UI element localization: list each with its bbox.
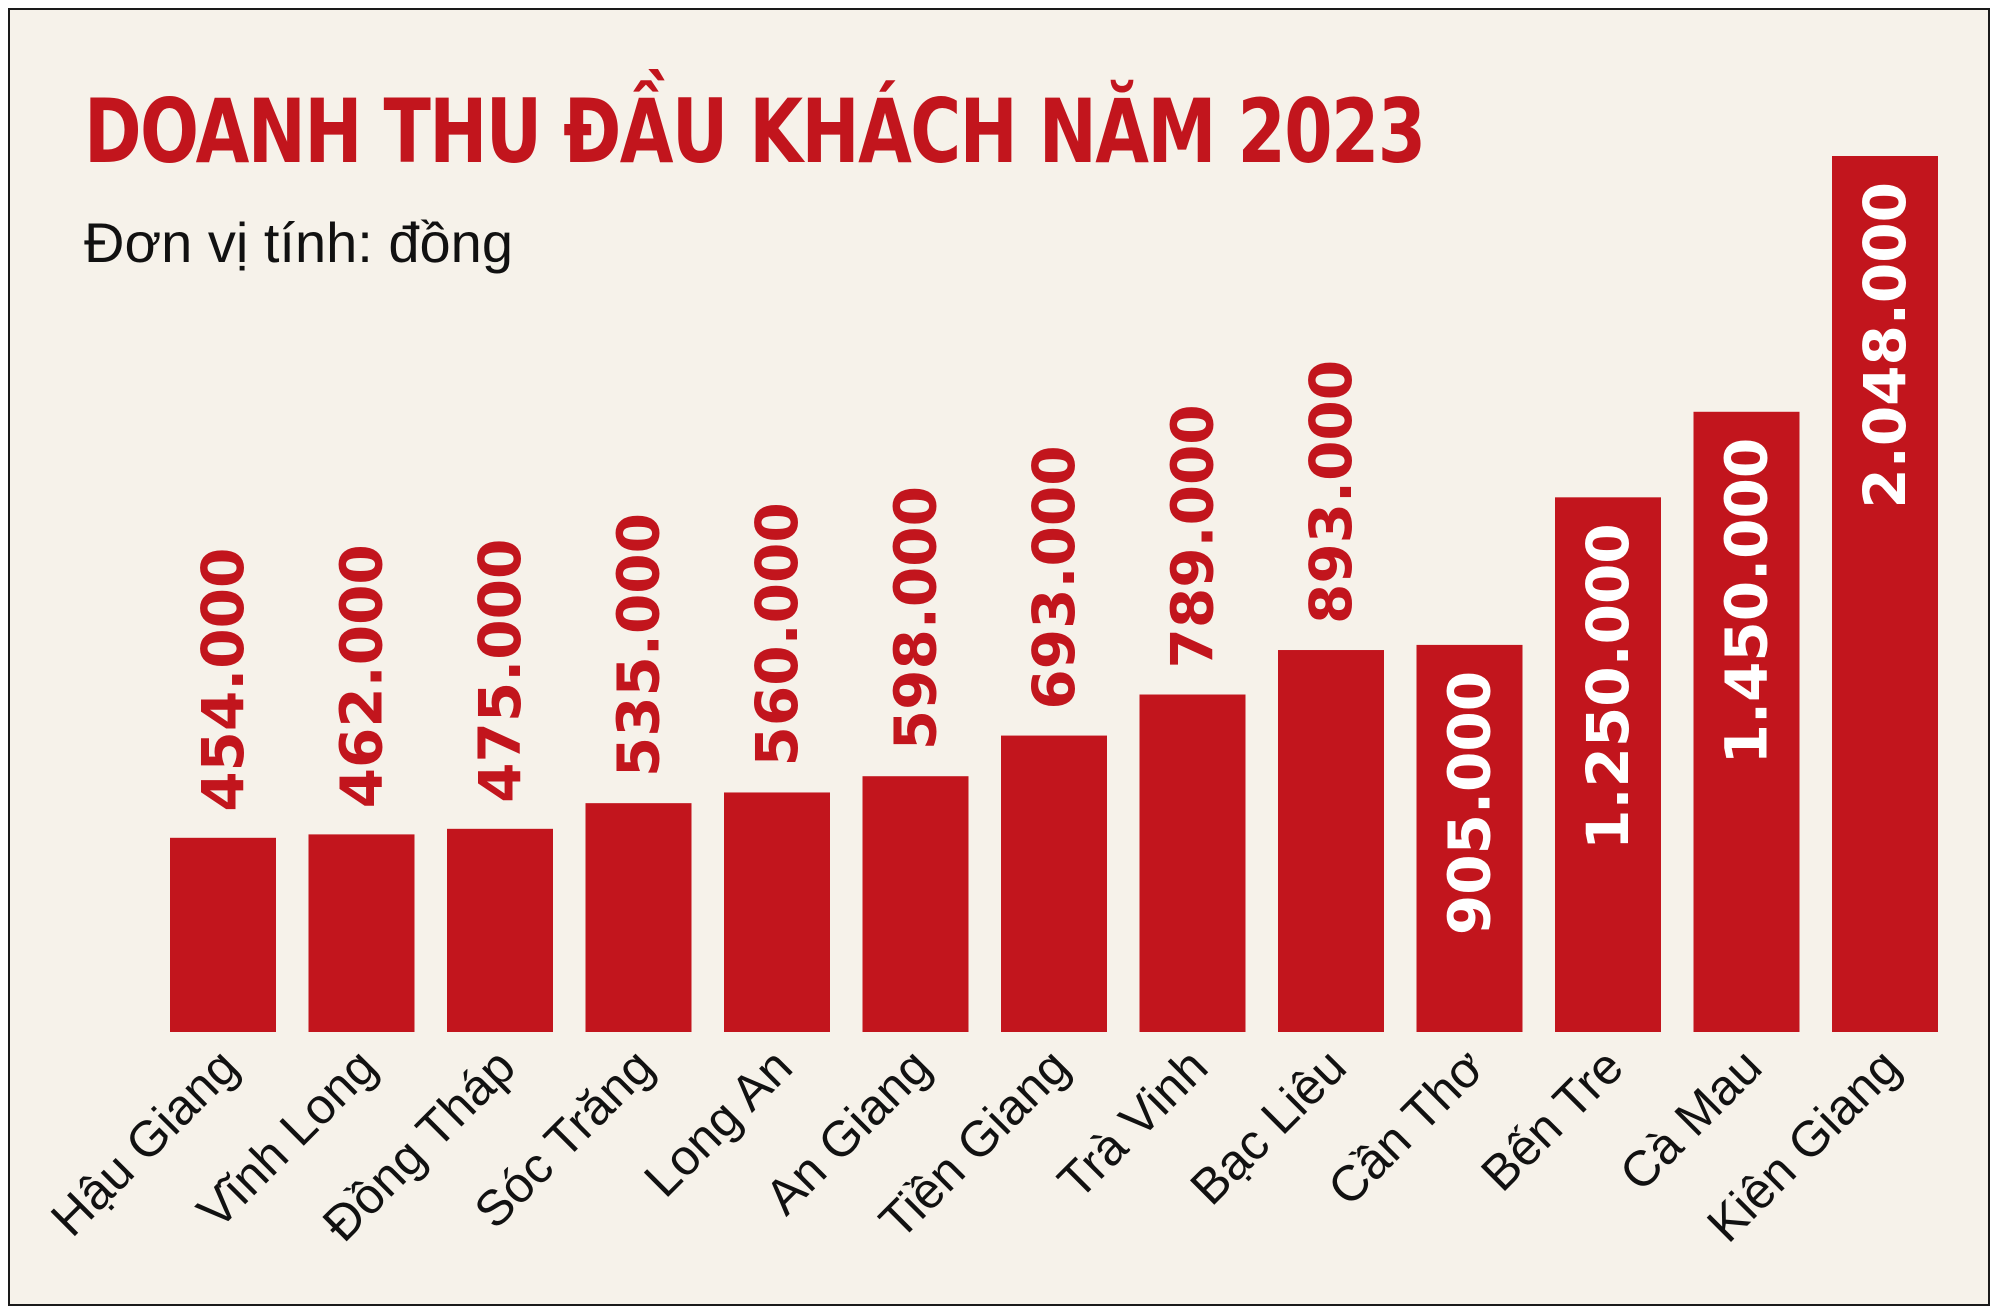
infographic-frame: DOANH THU ĐẦU KHÁCH NĂM 2023 Đơn vị tính… [8,8,1990,1306]
bars-layer [170,156,1938,1032]
value-label: 905.000 [1436,671,1504,935]
value-label: 1.250.000 [1574,523,1642,850]
value-label: 535.000 [605,513,673,777]
bar [1001,735,1107,1032]
bar-chart: 454.000 462.000 475.000 535.000 560.000 598.0… [40,156,1938,1253]
value-label: 462.000 [328,544,396,808]
value-label: 789.000 [1159,404,1227,668]
chart-subtitle: Đơn vị tính: đồng [84,211,513,274]
bar [1555,497,1661,1032]
value-labels-layer: 454.000 462.000 475.000 535.000 560.000 598.0… [189,182,1919,935]
chart-title: DOANH THU ĐẦU KHÁCH NĂM 2023 [84,80,1426,183]
bar [1139,694,1246,1032]
bar [447,828,553,1032]
value-label: 693.000 [1020,445,1088,709]
bar [1693,411,1800,1032]
value-label: 454.000 [189,548,257,812]
value-label: 560.000 [743,502,811,766]
value-label: 475.000 [466,539,534,803]
category-label: Cần Thơ [1317,1038,1495,1216]
category-label: Bến Tre [1470,1038,1633,1201]
bar [585,803,692,1032]
bar [1832,156,1938,1032]
value-label: 598.000 [882,486,950,750]
bar [1416,644,1523,1032]
value-label: 1.450.000 [1713,438,1781,765]
bar [724,792,830,1032]
value-label: 893.000 [1297,360,1365,624]
bar [1278,650,1384,1032]
value-label: 2.048.000 [1851,182,1919,509]
bar [308,834,415,1032]
bar [170,837,276,1032]
bar [862,776,969,1032]
